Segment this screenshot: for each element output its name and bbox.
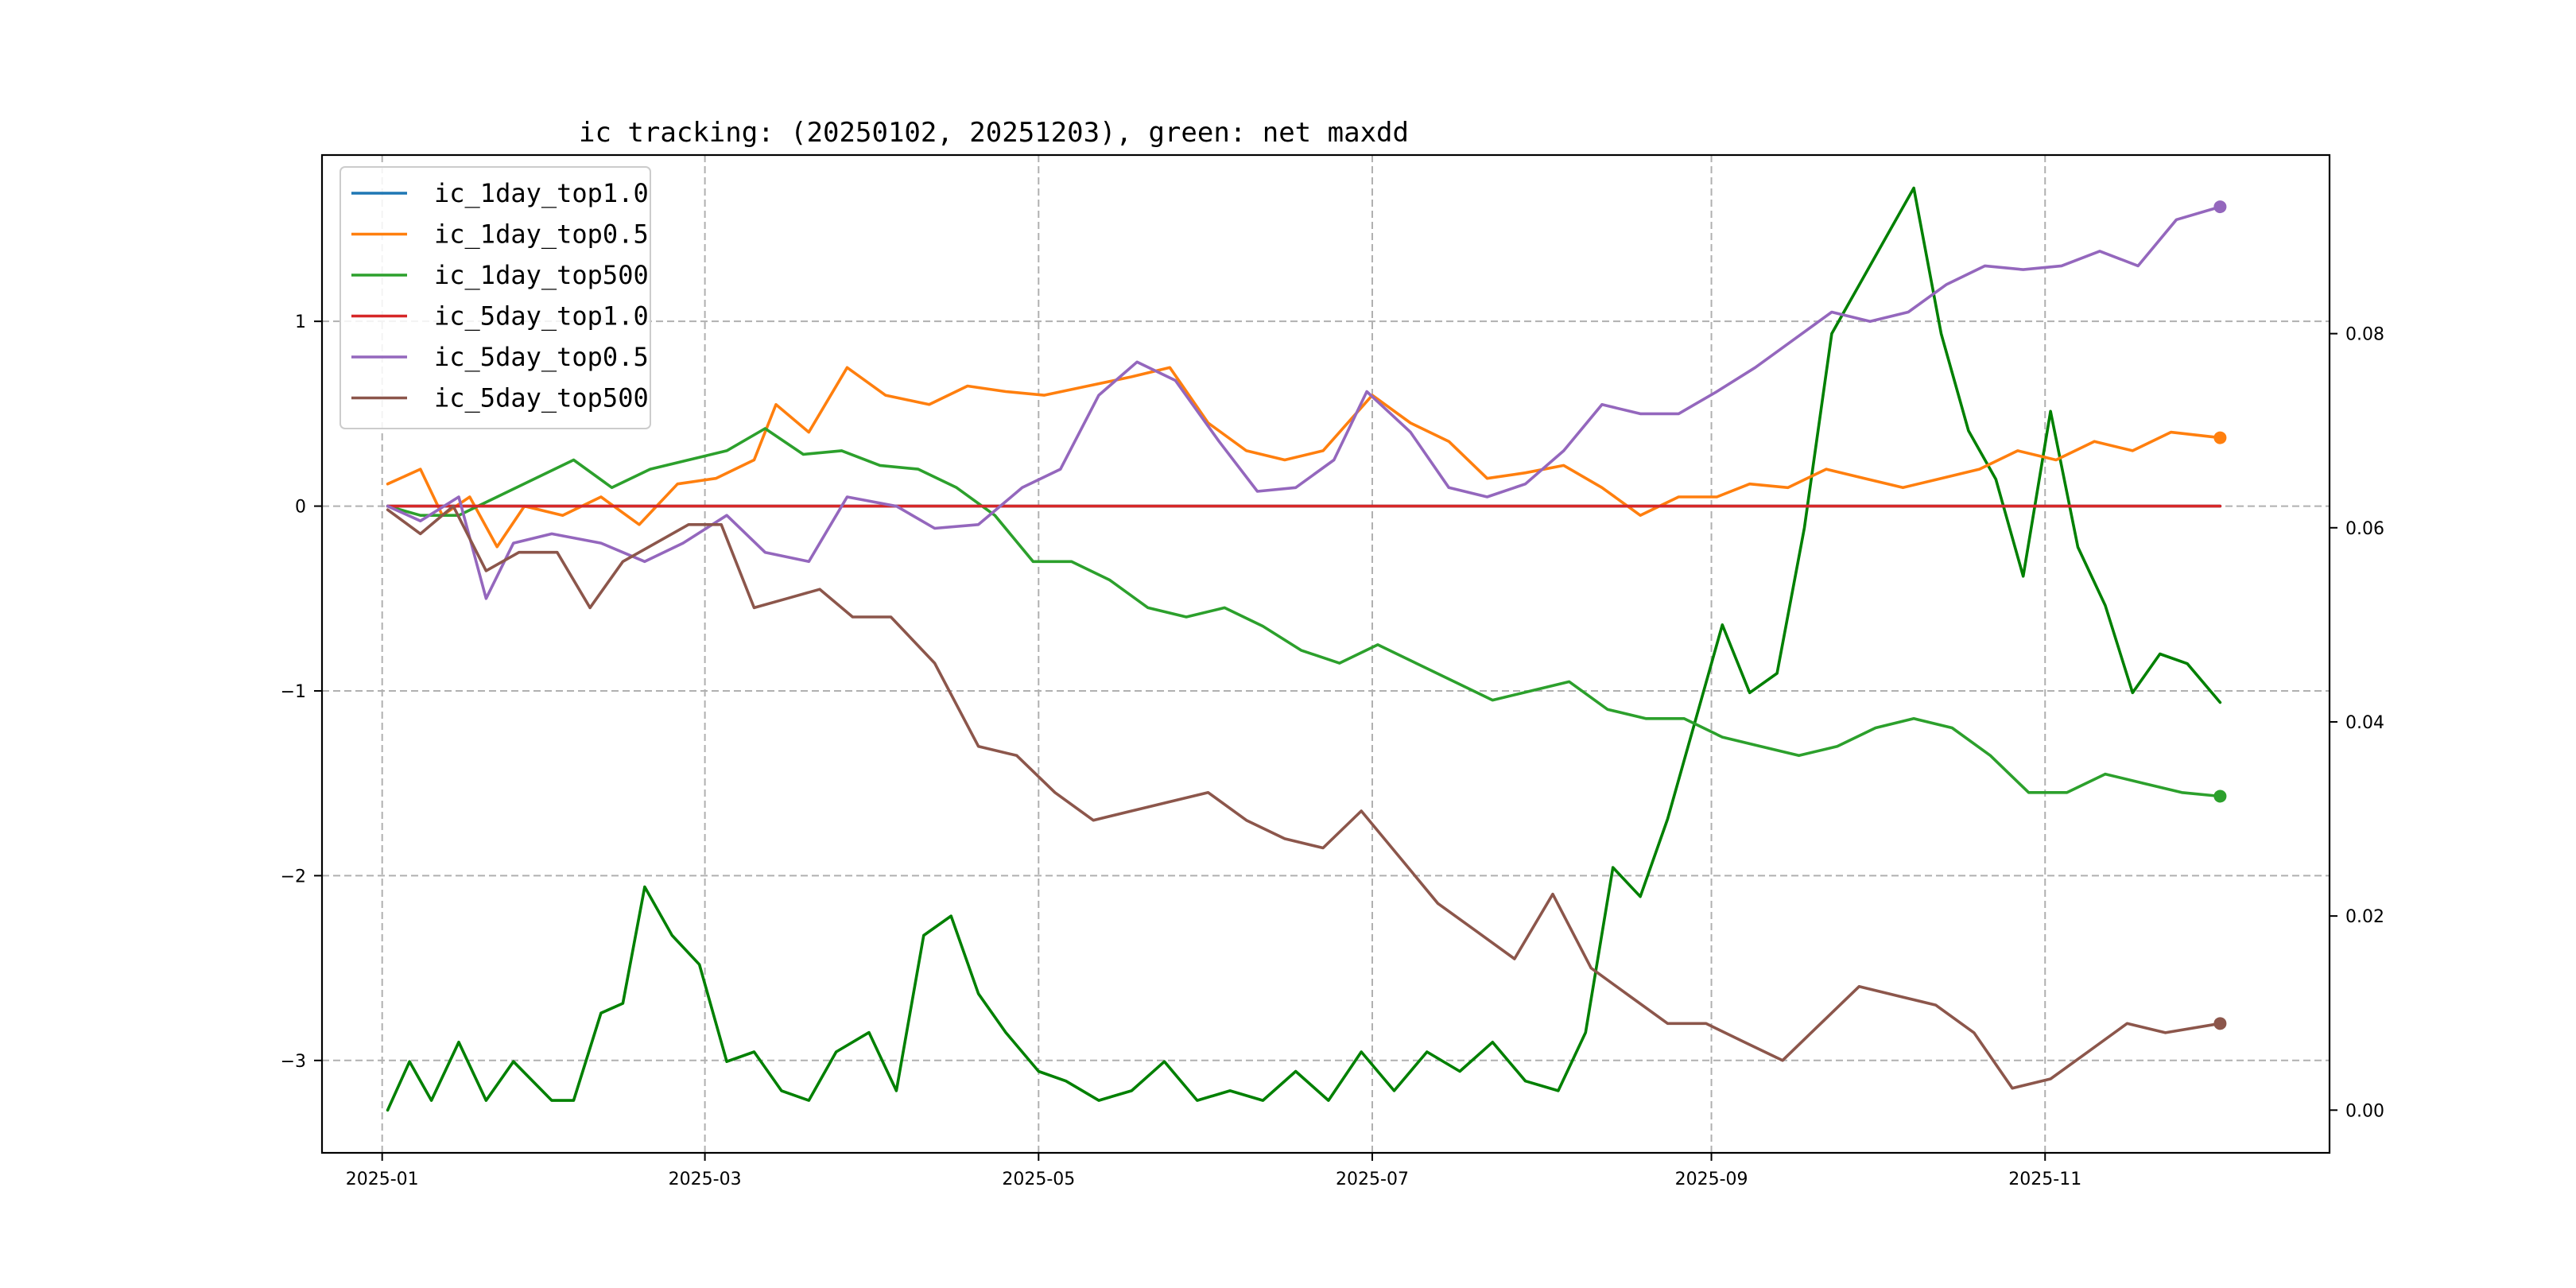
x-tick-label: 2025-03	[669, 1170, 742, 1189]
x-axis: 2025-01 2025-03 2025-05 2025-07 2025-09 2025-…	[346, 1153, 2081, 1189]
series-line-ic-1day-top500	[386, 427, 2222, 798]
series-line-net-maxdd	[386, 186, 2222, 1112]
y2-tick-label: 0.08	[2345, 325, 2384, 345]
legend-label: ic_1day_top1.0	[434, 178, 649, 208]
y2-tick-label: 0.04	[2345, 713, 2384, 733]
x-tick-label: 2025-07	[1336, 1170, 1409, 1189]
x-tick-label: 2025-09	[1675, 1170, 1748, 1189]
x-tick-label: 2025-05	[1002, 1170, 1075, 1189]
x-tick-label: 2025-11	[2008, 1170, 2081, 1189]
end-marker-ic-1day-top500	[2213, 789, 2227, 803]
x-tick-label: 2025-01	[346, 1170, 419, 1189]
end-marker-ic-5day-top500	[2213, 1017, 2227, 1030]
y2-tick-label: 0.00	[2345, 1101, 2384, 1121]
y-tick-label: 0	[295, 498, 306, 518]
y-axis-right: 0.08 0.06 0.04 0.02 0.00	[2330, 325, 2384, 1121]
y2-tick-label: 0.02	[2345, 907, 2384, 927]
y2-tick-label: 0.06	[2345, 519, 2384, 539]
legend-label: ic_5day_top500	[434, 383, 649, 413]
legend-label: ic_5day_top1.0	[434, 301, 649, 332]
plot-frame	[320, 153, 2331, 1154]
series-line-ic-5day-top500	[386, 504, 2222, 1090]
y-axis-left: 1 0 −1 −2 −3	[281, 312, 322, 1072]
y-tick-label: 1	[295, 312, 306, 332]
legend-box	[339, 166, 651, 429]
y-tick-label: −3	[281, 1052, 306, 1072]
legend-label: ic_1day_top500	[434, 260, 649, 290]
y-tick-label: −1	[281, 682, 306, 702]
series-line-ic-5day-top0-5	[386, 205, 2222, 600]
end-marker-ic-1day-top0-5	[2213, 431, 2227, 444]
series-line-ic-1day-top0-5	[386, 366, 2222, 549]
chart-title: ic tracking: (20250102, 20251203), green…	[579, 117, 1409, 149]
legend-label: ic_5day_top0.5	[434, 342, 649, 372]
y-tick-label: −2	[281, 867, 306, 886]
legend: ic_1day_top1.0 ic_1day_top0.5 ic_1day_top5…	[339, 166, 651, 429]
end-marker-ic-5day-top0-5	[2213, 200, 2227, 214]
series-layer	[386, 186, 2227, 1112]
legend-label: ic_1day_top0.5	[434, 219, 649, 250]
